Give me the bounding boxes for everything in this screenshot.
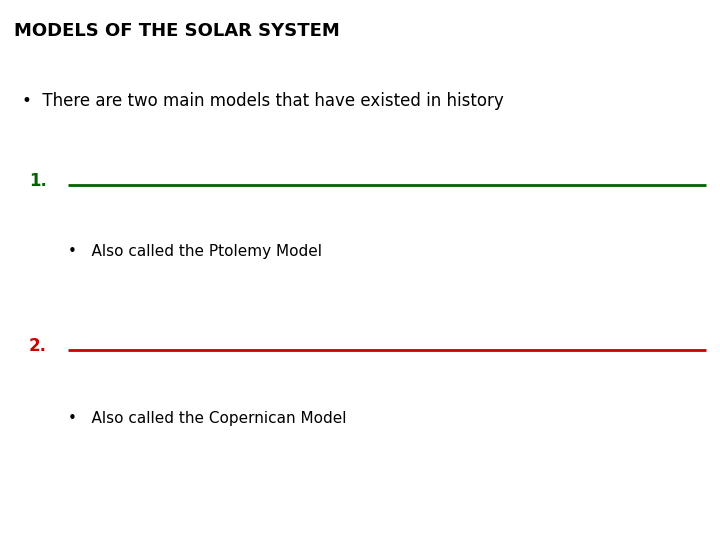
Text: •   Also called the Ptolemy Model: • Also called the Ptolemy Model — [68, 244, 323, 259]
Text: 1.: 1. — [29, 172, 47, 190]
Text: 2.: 2. — [29, 336, 47, 355]
Text: MODELS OF THE SOLAR SYSTEM: MODELS OF THE SOLAR SYSTEM — [14, 22, 340, 39]
Text: •   Also called the Copernican Model: • Also called the Copernican Model — [68, 411, 347, 426]
Text: •  There are two main models that have existed in history: • There are two main models that have ex… — [22, 92, 503, 110]
